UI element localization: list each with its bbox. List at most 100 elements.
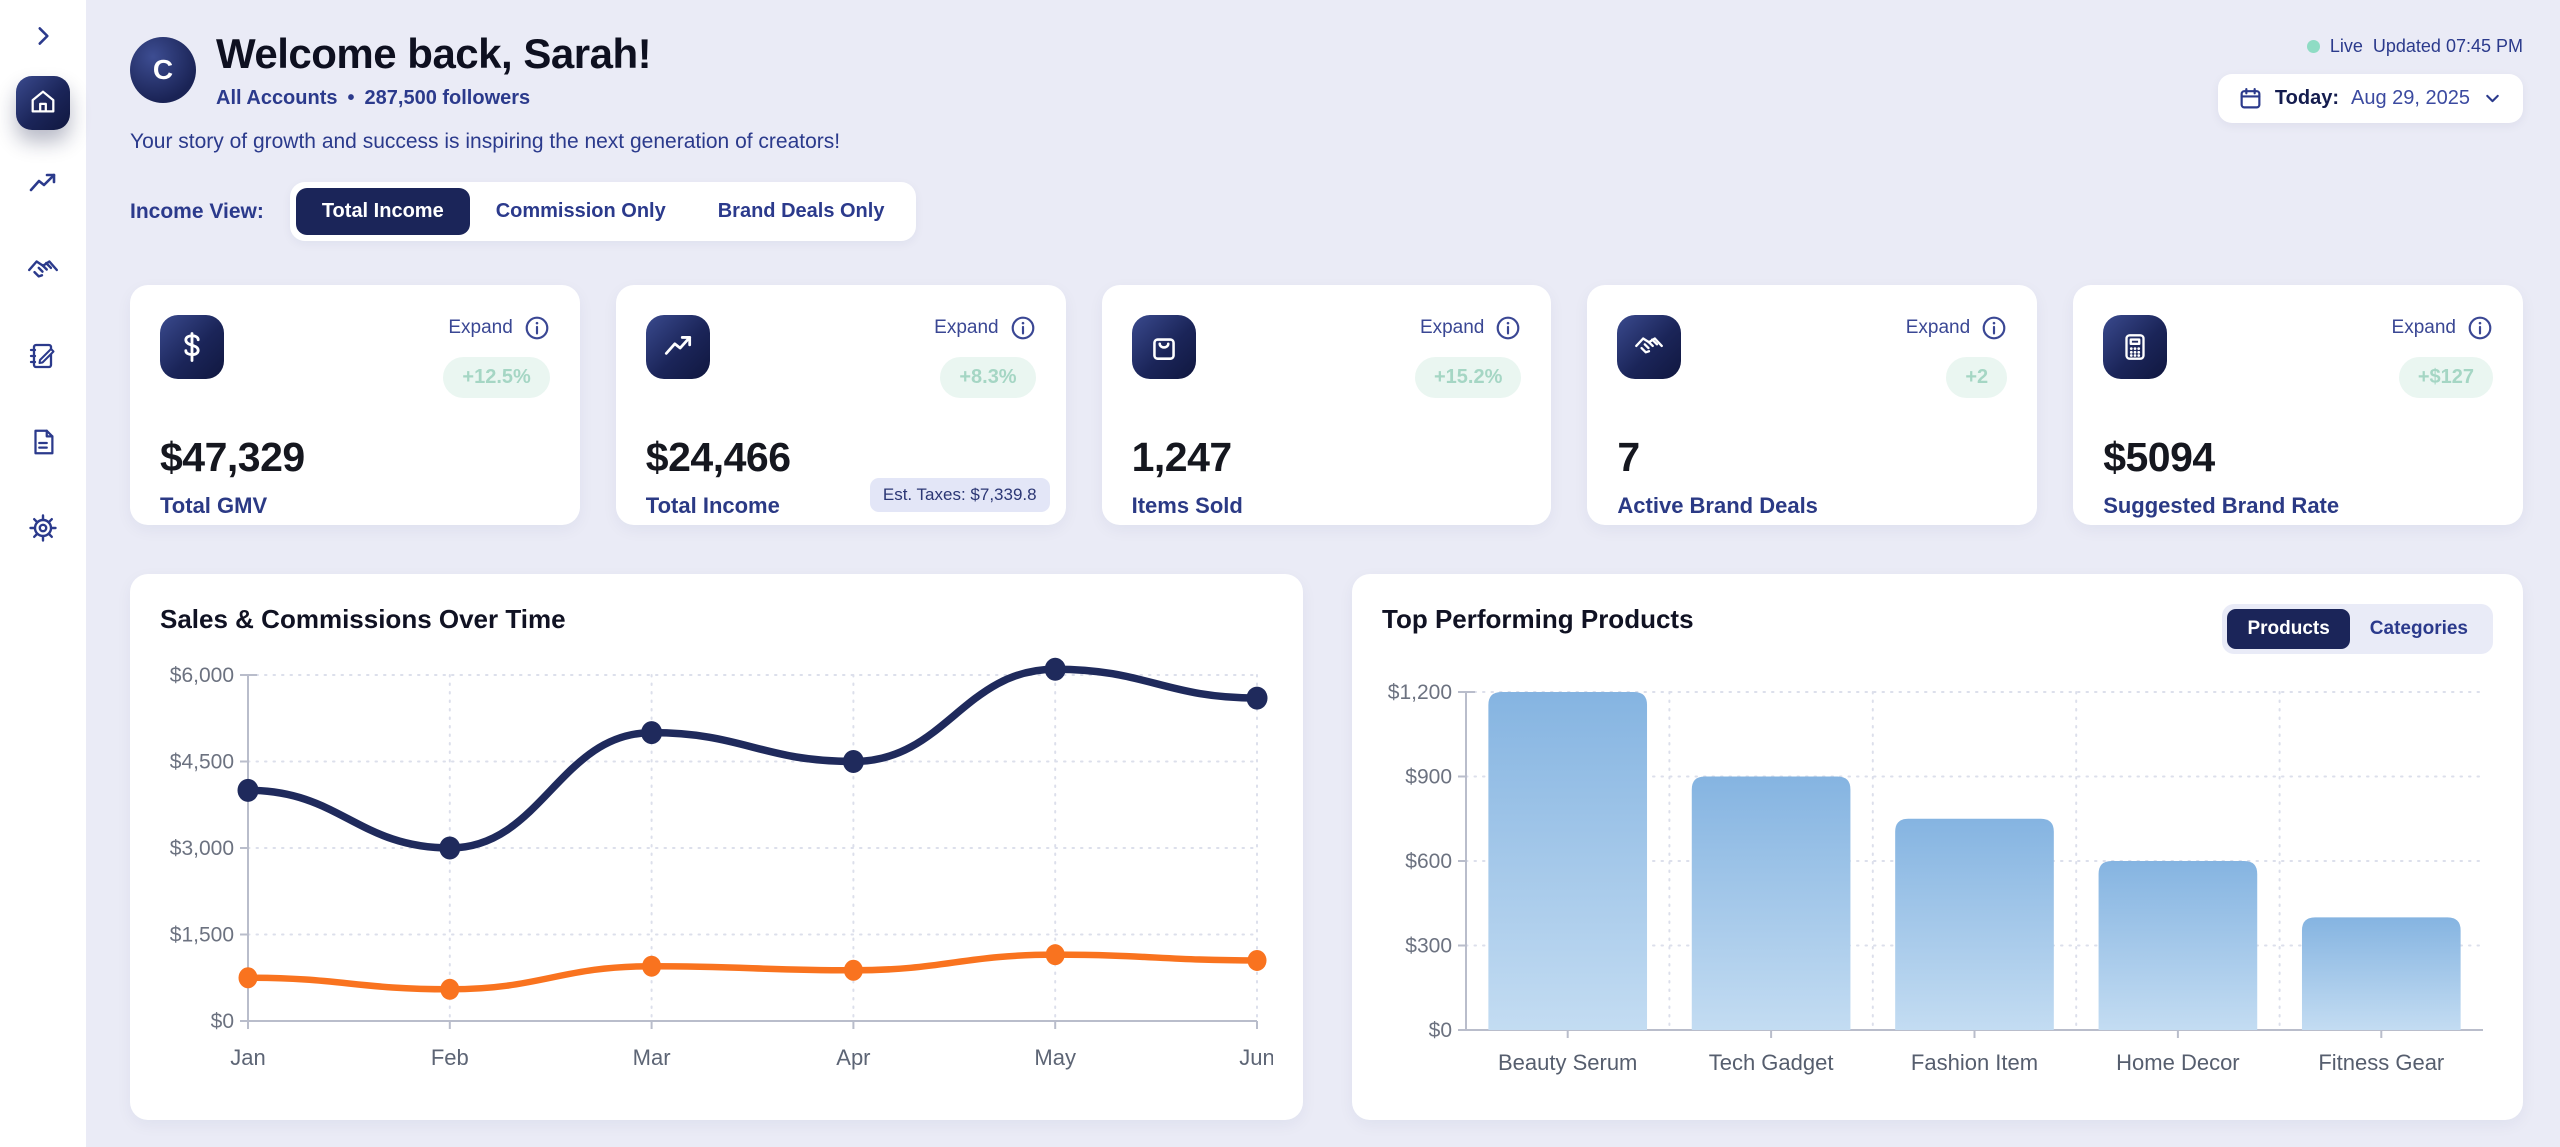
trending-up-icon [27, 168, 59, 203]
charts-row: Sales & Commissions Over Time $0 $1,500 $3… [130, 574, 2523, 1120]
income-view-option-total-income[interactable]: Total Income [295, 188, 470, 235]
estimated-taxes-tag: Est. Taxes: $7,339.8 [869, 478, 1050, 512]
income-view-label: Income View: [130, 199, 264, 223]
svg-text:Feb: Feb [431, 1045, 469, 1070]
sidebar [0, 0, 86, 1147]
top-products-card: Top Performing Products Products Categor… [1352, 574, 2523, 1120]
sales-chart-title: Sales & Commissions Over Time [160, 604, 566, 634]
svg-text:Fitness Gear: Fitness Gear [2318, 1050, 2444, 1075]
document-icon [28, 427, 58, 460]
stat-value: 7 [1617, 434, 1640, 480]
stat-label: Active Brand Deals [1617, 493, 1818, 518]
svg-text:Beauty Serum: Beauty Serum [1498, 1050, 1637, 1075]
shopping-bag-icon [1131, 315, 1196, 379]
svg-text:$0: $0 [1429, 1019, 1452, 1042]
page-title: Welcome back, Sarah! [216, 30, 652, 77]
svg-text:$6,000: $6,000 [170, 664, 234, 687]
svg-text:Tech Gadget: Tech Gadget [1709, 1050, 1834, 1075]
stat-cards-row: Expand +12.5% $47,329 Total GMV [130, 285, 2523, 525]
motivational-tagline: Your story of growth and success is insp… [130, 130, 841, 153]
stat-value: 1,247 [1131, 434, 1233, 480]
stat-card-total-income: Expand +8.3% $24,466 Total Income Est. T… [615, 285, 1066, 525]
calendar-icon [2238, 86, 2263, 111]
trending-up-icon [645, 315, 710, 379]
stat-label: Total Income [645, 493, 780, 518]
live-dot-icon [2306, 40, 2320, 53]
sidebar-item-analytics[interactable] [14, 156, 72, 214]
expand-button[interactable]: Expand [2391, 317, 2456, 338]
income-view-option-commission-only[interactable]: Commission Only [470, 188, 692, 235]
gear-icon [27, 512, 59, 547]
sales-commissions-line-chart: $0 $1,500 $3,000 $4,500 $6,000 Jan Feb Mar Apr Ma… [160, 649, 1273, 1079]
notebook-pen-icon [27, 340, 59, 375]
chevron-right-icon [30, 23, 56, 52]
home-icon [28, 87, 58, 120]
stat-value: $47,329 [160, 434, 305, 480]
info-icon[interactable] [1010, 315, 1036, 341]
updated-timestamp: Updated 07:45 PM [2372, 36, 2523, 56]
sidebar-item-brand-deals[interactable] [14, 242, 72, 300]
page-header: C Welcome back, Sarah! All Accounts • 28… [130, 30, 2523, 154]
expand-button[interactable]: Expand [1419, 317, 1485, 338]
change-badge: +2 [1946, 357, 2008, 398]
svg-text:Jan: Jan [230, 1045, 265, 1070]
svg-text:$1,200: $1,200 [1388, 681, 1452, 704]
sidebar-item-home[interactable] [16, 76, 70, 130]
stat-label: Suggested Brand Rate [2103, 493, 2340, 518]
info-icon[interactable] [1981, 315, 2007, 341]
live-status: Live Updated 07:45 PM [2306, 36, 2523, 57]
handshake-icon [1617, 315, 1682, 379]
svg-text:$3,000: $3,000 [170, 837, 234, 860]
date-picker[interactable]: Today: Aug 29, 2025 [2217, 74, 2523, 123]
change-badge: +8.3% [940, 357, 1036, 398]
stat-card-active-brand-deals: Expand +2 7 Active Brand Deals [1587, 285, 2038, 525]
stat-card-suggested-brand-rate: Expand +$127 $5094 Suggested Brand Rate [2073, 285, 2523, 525]
expand-button[interactable]: Expand [448, 317, 513, 338]
chevron-down-icon [2482, 88, 2503, 109]
sidebar-item-reports[interactable] [14, 414, 72, 472]
stat-label: Items Sold [1131, 493, 1243, 518]
stat-value: $5094 [2103, 434, 2215, 480]
svg-text:$1,500: $1,500 [170, 924, 234, 947]
svg-text:May: May [1034, 1045, 1076, 1070]
toggle-option-products[interactable]: Products [2227, 609, 2350, 649]
change-badge: +$127 [2398, 357, 2493, 398]
sidebar-item-content-planner[interactable] [14, 328, 72, 386]
svg-text:$300: $300 [1405, 935, 1452, 958]
info-icon[interactable] [524, 315, 550, 341]
products-chart-title: Top Performing Products [1382, 604, 1694, 634]
svg-text:$4,500: $4,500 [170, 751, 234, 774]
svg-text:Mar: Mar [633, 1045, 671, 1070]
dot-separator: • [347, 87, 355, 109]
change-badge: +12.5% [443, 357, 550, 398]
svg-text:Apr: Apr [836, 1045, 870, 1070]
top-products-bar-chart: $0 $300 $600 $900 $1,200 Beauty Serum Tech Gad… [1382, 668, 2493, 1082]
sidebar-collapse-button[interactable] [26, 20, 60, 54]
main-content: C Welcome back, Sarah! All Accounts • 28… [86, 0, 2560, 1147]
info-icon[interactable] [2467, 315, 2493, 341]
svg-text:Jun: Jun [1239, 1045, 1273, 1070]
date-value: Aug 29, 2025 [2351, 87, 2470, 109]
handshake-icon [26, 253, 60, 290]
change-badge: +15.2% [1415, 357, 1522, 398]
svg-text:Home Decor: Home Decor [2116, 1050, 2239, 1075]
expand-button[interactable]: Expand [1905, 317, 1971, 338]
sidebar-item-settings[interactable] [14, 500, 72, 558]
dollar-sign-icon [160, 315, 224, 379]
account-scope-label: All Accounts [216, 87, 338, 109]
expand-button[interactable]: Expand [934, 317, 999, 338]
sales-commissions-card: Sales & Commissions Over Time $0 $1,500 $3… [130, 574, 1303, 1120]
svg-text:$600: $600 [1405, 850, 1452, 873]
info-icon[interactable] [1495, 315, 1521, 341]
income-view-row: Income View: Total Income Commission Onl… [130, 182, 2523, 241]
stat-value: $24,466 [645, 434, 791, 480]
toggle-option-categories[interactable]: Categories [2350, 609, 2488, 649]
stat-label: Total GMV [160, 493, 268, 518]
avatar: C [130, 37, 196, 103]
date-prefix-label: Today: [2274, 87, 2339, 109]
income-view-option-brand-deals-only[interactable]: Brand Deals Only [692, 188, 911, 235]
stat-card-items-sold: Expand +15.2% 1,247 Items Sold [1101, 285, 1552, 525]
live-label: Live [2329, 36, 2363, 56]
calculator-icon [2103, 315, 2168, 379]
svg-text:$0: $0 [211, 1010, 234, 1033]
